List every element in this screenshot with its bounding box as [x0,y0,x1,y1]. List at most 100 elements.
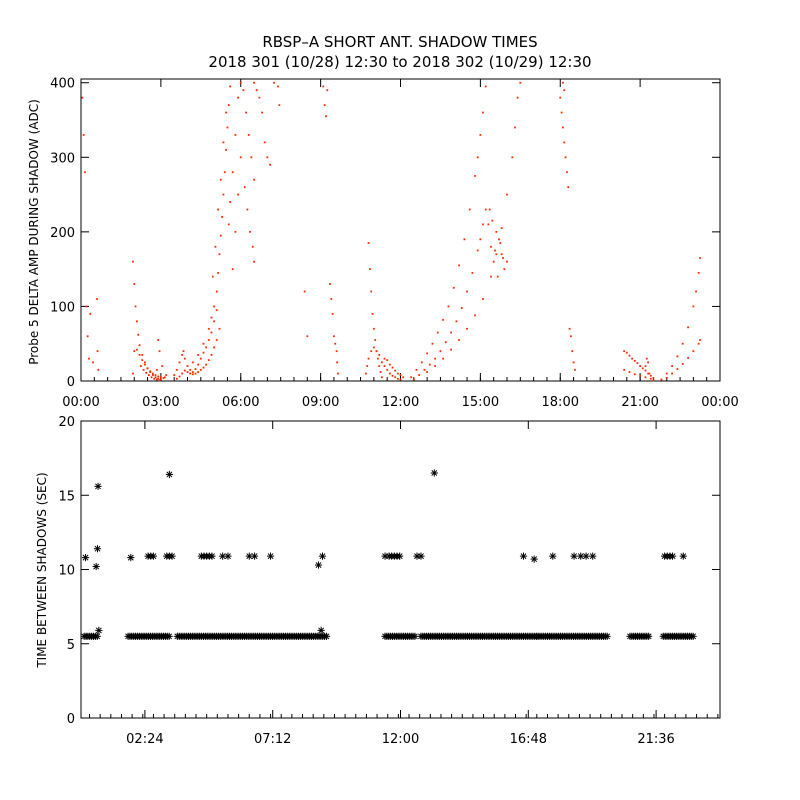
data-point [326,89,329,92]
data-point [175,368,178,371]
data-point [191,371,194,373]
data-point [149,370,152,373]
data-point [639,374,642,377]
data-point [571,350,574,353]
bottom-panel-time-between-shadows: TIME BETWEEN SHADOWS (SEC) 02:24 07:12 12:… [35,415,721,747]
data-point [628,371,631,373]
data-point [202,366,205,369]
data-point [636,362,639,365]
data-point [500,253,503,256]
data-point [371,312,374,315]
data-point [136,348,138,351]
data-point [474,175,476,177]
data-point [303,290,306,293]
data-point [96,298,98,300]
data-point [215,339,218,341]
data-point [186,365,189,367]
data-point [474,314,476,317]
y-tick-label: 20 [58,415,75,430]
data-point [563,89,566,92]
data-point [95,626,103,634]
data-point [273,81,275,84]
data-point [633,373,636,376]
y-tick-label: 400 [50,77,75,92]
data-point [649,374,652,377]
data-point [562,126,564,129]
data-point [514,126,516,129]
data-point [573,368,576,371]
data-point [183,357,186,360]
data-point [652,377,655,379]
x-tick-label: 15:00 [462,395,499,410]
data-point [151,374,154,376]
data-point [137,333,140,336]
data-point [375,350,378,353]
y-tick-label: 100 [50,300,75,315]
data-point [157,375,160,378]
data-point [226,126,229,129]
data-point [84,171,86,174]
data-point [182,350,185,353]
data-point [150,376,153,379]
data-point [503,268,506,271]
data-point [482,111,484,114]
data-point [197,371,200,373]
data-point [410,376,413,379]
data-point [426,371,429,373]
data-point [442,357,444,360]
data-point [697,271,700,274]
data-point [402,376,405,379]
data-point [482,223,484,226]
data-point [399,378,402,381]
data-point [644,369,647,372]
data-point [242,89,245,92]
data-point [394,369,397,372]
data-point [134,305,137,308]
data-point [396,552,404,560]
data-point [568,327,571,330]
data-point [665,372,668,375]
data-point [269,163,271,166]
data-point [221,216,224,218]
data-point [482,298,484,300]
data-point [81,554,90,562]
data-point [261,111,263,114]
data-point [447,305,450,308]
data-point [570,335,572,338]
y-tick-label: 0 [67,712,75,727]
x-tick-label: 16:48 [510,732,547,747]
data-point [225,148,228,151]
data-point [559,96,562,99]
data-point [570,552,578,560]
data-point [86,335,89,338]
data-point [633,359,636,362]
data-point [205,346,208,349]
data-point [237,96,239,99]
data-point [496,275,499,278]
data-point [647,372,650,375]
x-tick-label: 12:00 [382,395,419,410]
data-point [93,545,102,553]
data-point [333,335,335,338]
data-point [430,469,438,477]
data-point [412,378,415,381]
data-point [458,339,460,341]
data-point [154,376,157,379]
data-point [671,365,673,367]
data-point [145,371,148,374]
data-point [210,354,213,356]
data-point [519,552,528,560]
data-point [391,366,394,369]
data-point [488,208,491,211]
data-point [278,104,281,106]
data-point [426,352,429,355]
data-point [207,339,210,341]
data-point [173,374,176,376]
data-point [484,85,487,88]
data-point [175,377,178,380]
data-point [258,96,261,99]
data-point [202,351,205,354]
band-data-point [93,632,101,640]
data-point [151,372,154,375]
